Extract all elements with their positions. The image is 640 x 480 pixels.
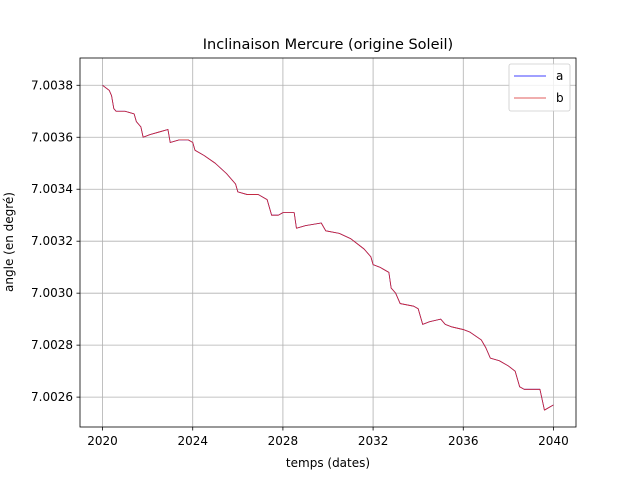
legend: a b [508, 63, 571, 112]
x-tick-label: 2024 [177, 434, 208, 448]
legend-label-a: a [556, 69, 563, 83]
y-tick-label: 7.0032 [31, 234, 73, 248]
y-tick-label: 7.0036 [31, 130, 73, 144]
y-tick-label: 7.0028 [31, 338, 73, 352]
y-tick-label: 7.0038 [31, 78, 73, 92]
x-axis-title: temps (dates) [286, 456, 370, 470]
series-lines [102, 84, 554, 411]
y-tick-label: 7.0026 [31, 390, 73, 404]
series-line-b [102, 84, 554, 411]
legend-label-b: b [556, 91, 564, 105]
x-tick-label: 2028 [268, 434, 299, 448]
y-tick-label: 7.0034 [31, 182, 73, 196]
x-tick-label: 2040 [538, 434, 569, 448]
axis-ticks: 2020 2024 2028 2032 2036 2040 7.0026 7.0028 7.00… [31, 78, 569, 448]
y-axis-title: angle (en degré) [2, 192, 16, 292]
grid [80, 58, 576, 427]
chart-title: Inclinaison Mercure (origine Soleil) [203, 37, 453, 53]
plot-frame [79, 57, 577, 428]
x-tick-label: 2036 [448, 434, 479, 448]
x-tick-label: 2020 [87, 434, 118, 448]
x-tick-label: 2032 [358, 434, 389, 448]
y-tick-label: 7.0030 [31, 286, 73, 300]
